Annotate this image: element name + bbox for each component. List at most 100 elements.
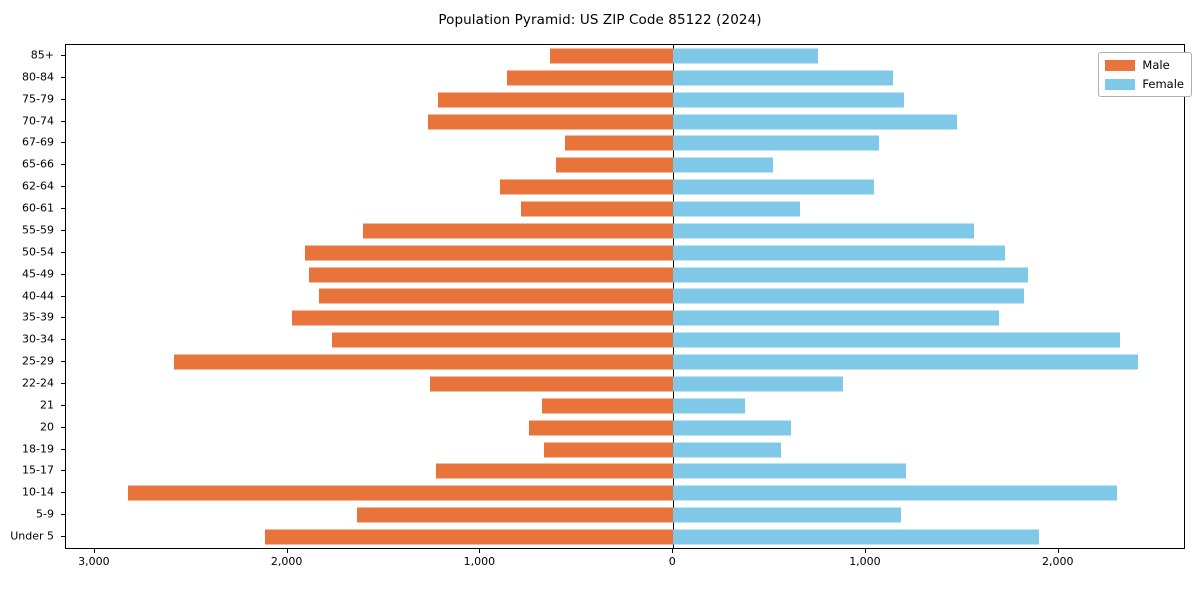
bar-female: [673, 354, 1138, 370]
bar-female: [673, 529, 1040, 545]
bar-male: [544, 442, 674, 458]
y-axis-tick-mark: [61, 470, 65, 472]
bar-row: [66, 307, 1184, 329]
bar-female: [673, 201, 801, 217]
bar-row: [66, 417, 1184, 439]
y-axis-tick-mark: [61, 426, 65, 428]
bar-male: [438, 92, 674, 108]
y-axis-tick-mark: [61, 251, 65, 253]
bar-male: [305, 245, 674, 261]
bar-female: [673, 376, 843, 392]
bar-row: [66, 264, 1184, 286]
y-axis-tick-label: 70-74: [22, 114, 54, 128]
y-axis-tick-label: 25-29: [22, 354, 54, 368]
bar-male: [436, 463, 674, 479]
y-axis-tick-mark: [61, 54, 65, 56]
y-axis-tick-mark: [61, 98, 65, 100]
y-axis-tick-label: 15-17: [22, 463, 54, 477]
bar-male: [549, 48, 674, 64]
bar-male: [499, 179, 674, 195]
y-axis-tick-label: 18-19: [22, 442, 54, 456]
bar-male: [173, 354, 674, 370]
x-axis-tick-mark: [864, 549, 866, 553]
legend-color-swatch: [1105, 78, 1136, 90]
y-axis-tick-label: 50-54: [22, 245, 54, 259]
bar-row: [66, 286, 1184, 308]
y-axis-labels: 85+ 80-84 75-79 70-74 67-69 65-66 62-64 60-61 55…: [0, 44, 1200, 549]
bar-female: [673, 114, 957, 130]
x-axis-tick-label: 3,000: [78, 555, 110, 568]
page-title: Population Pyramid: US ZIP Code 85122 (2…: [438, 12, 762, 28]
bar-female: [673, 70, 893, 86]
bar-male: [332, 332, 674, 348]
y-axis-tick-mark: [61, 317, 65, 319]
y-axis-tick-mark: [61, 361, 65, 363]
y-axis-tick-mark: [61, 273, 65, 275]
y-axis-tick-mark: [61, 382, 65, 384]
bar-male: [428, 114, 674, 130]
bar-row: [66, 461, 1184, 483]
plot-area: [65, 44, 1185, 549]
bar-male: [430, 376, 674, 392]
bar-male: [565, 135, 674, 151]
y-axis-tick-label: 60-61: [22, 201, 54, 215]
x-axis-tick-mark: [672, 549, 674, 553]
bar-female: [673, 267, 1028, 283]
bar-female: [673, 157, 774, 173]
y-axis-tick-mark: [61, 514, 65, 516]
bar-row: [66, 439, 1184, 461]
legend-item[interactable]: Male: [1105, 58, 1184, 72]
bar-row: [66, 504, 1184, 526]
bar-female: [673, 179, 874, 195]
bar-female: [673, 332, 1121, 348]
y-axis-tick-mark: [61, 536, 65, 538]
bar-row: [66, 111, 1184, 133]
y-axis-tick-label: 65-66: [22, 157, 54, 171]
chart-legend: Male Female: [1098, 52, 1192, 97]
x-axis-tick-mark: [93, 549, 95, 553]
bar-row: [66, 176, 1184, 198]
bar-female: [673, 463, 907, 479]
y-axis-tick-mark: [61, 492, 65, 494]
y-axis-tick-label: 80-84: [22, 70, 54, 84]
y-axis-tick-label: 35-39: [22, 310, 54, 324]
y-axis-tick-mark: [61, 186, 65, 188]
bar-female: [673, 310, 999, 326]
bar-row: [66, 482, 1184, 504]
bar-female: [673, 48, 818, 64]
bar-female: [673, 135, 880, 151]
y-axis-tick-label: 62-64: [22, 179, 54, 193]
y-axis-tick-mark: [61, 229, 65, 231]
bar-row: [66, 242, 1184, 264]
bar-row: [66, 154, 1184, 176]
y-axis-tick-label: 85+: [30, 48, 54, 62]
x-axis-tick-label: 2,000: [270, 555, 303, 568]
x-axis-tick-mark: [1057, 549, 1059, 553]
y-axis-tick-label: 45-49: [22, 267, 54, 281]
bar-row: [66, 89, 1184, 111]
bar-female: [673, 420, 791, 436]
bar-row: [66, 526, 1184, 548]
y-axis-tick-label: 10-14: [22, 485, 54, 499]
y-axis-tick-mark: [61, 164, 65, 166]
y-axis-tick-mark: [61, 76, 65, 78]
x-axis-tick-label: 0: [668, 555, 676, 568]
x-axis: 3,000 2,000 1,000 0 1,000 2,000: [65, 549, 1185, 589]
bar-male: [520, 201, 674, 217]
bar-male: [542, 398, 674, 414]
bar-male: [318, 288, 674, 304]
bar-male: [555, 157, 674, 173]
y-axis-tick-mark: [61, 120, 65, 122]
y-axis-tick-mark: [61, 448, 65, 450]
bar-male: [308, 267, 674, 283]
y-axis-tick-label: 40-44: [22, 289, 54, 302]
bar-row: [66, 198, 1184, 220]
y-axis-tick-label: 21: [40, 398, 54, 412]
bar-row: [66, 132, 1184, 154]
legend-label: Female: [1142, 77, 1184, 91]
y-axis-tick-label: 20: [40, 420, 54, 434]
legend-item[interactable]: Female: [1105, 77, 1184, 91]
y-axis-tick-label: 67-69: [22, 135, 54, 149]
y-axis-tick-mark: [61, 339, 65, 341]
